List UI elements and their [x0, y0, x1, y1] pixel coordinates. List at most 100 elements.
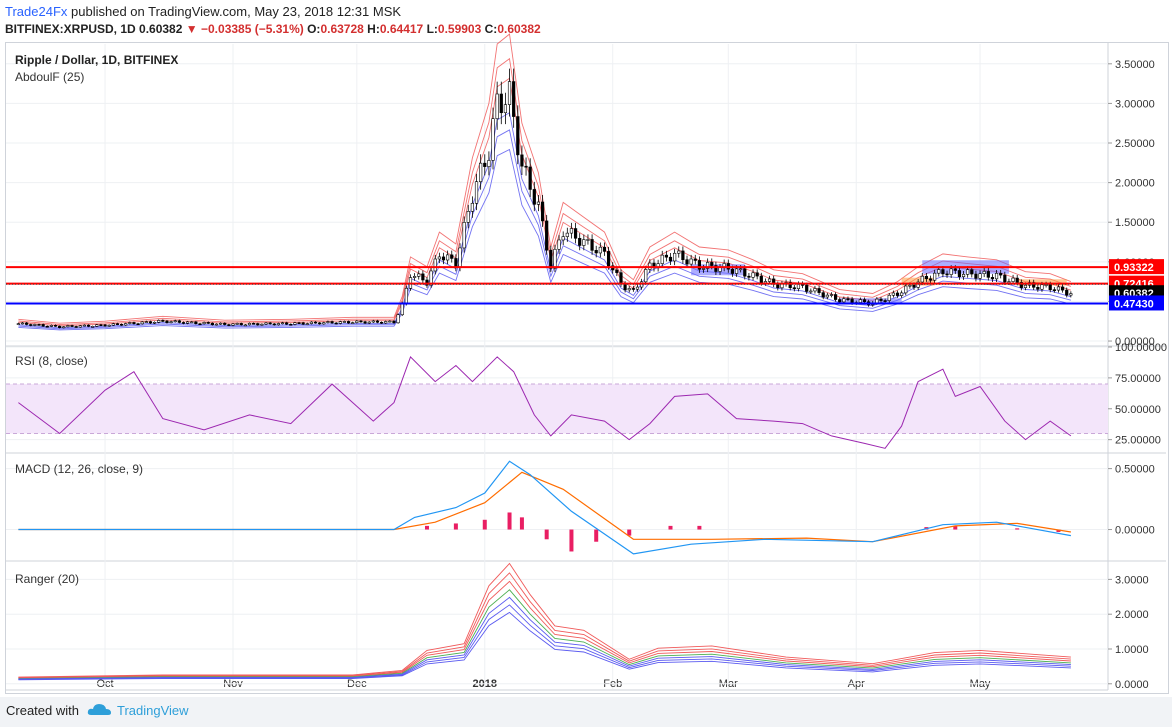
- publish-info: published on TradingView.com, May 23, 20…: [71, 4, 402, 19]
- candle-body: [730, 268, 735, 274]
- candle-body: [355, 320, 359, 323]
- candle-body: [379, 322, 384, 324]
- candle-body: [549, 249, 553, 269]
- candle-body: [157, 320, 161, 323]
- candle-body: [805, 285, 809, 292]
- candle-body: [623, 283, 627, 291]
- chart-frame[interactable]: [5, 42, 1169, 694]
- candle-body: [924, 275, 928, 280]
- candle-body: [1015, 277, 1019, 283]
- candle-body: [809, 290, 813, 293]
- candle-body: [33, 324, 37, 326]
- candle-body: [594, 250, 598, 254]
- candle-body: [887, 294, 891, 301]
- author-link[interactable]: Trade24Fx: [5, 4, 68, 19]
- candle-body: [20, 322, 25, 325]
- candle-body: [247, 322, 252, 326]
- tradingview-link[interactable]: TradingView: [117, 703, 189, 718]
- band-line: [18, 77, 1072, 327]
- candle-body: [289, 323, 293, 326]
- candle-body: [326, 321, 330, 323]
- candle-body: [305, 323, 309, 325]
- candle-body: [718, 267, 722, 272]
- candle-body: [970, 269, 974, 275]
- candle-body: [441, 256, 446, 261]
- candle-body: [1052, 289, 1056, 291]
- candle-body: [540, 201, 545, 222]
- macd-line: [18, 460, 1072, 555]
- candle-body: [743, 268, 747, 277]
- candle-body: [928, 278, 933, 281]
- candle-body: [140, 321, 144, 325]
- candle-body: [734, 268, 739, 274]
- candle-body: [425, 279, 429, 286]
- rsi-band: [6, 384, 1108, 434]
- candle-body: [338, 321, 342, 324]
- candle-body: [41, 324, 45, 327]
- low-label: L:: [426, 22, 438, 36]
- candle-body: [78, 325, 82, 328]
- candle-body: [128, 322, 132, 324]
- candle-body: [990, 277, 995, 280]
- candle-body: [318, 322, 322, 325]
- candle-body: [210, 322, 214, 326]
- candle-body: [627, 288, 631, 291]
- candle-body: [565, 232, 569, 237]
- y-tick-label: 3.00000: [1115, 98, 1155, 110]
- candle-body: [91, 326, 95, 328]
- y-tick-label: 3.50000: [1115, 59, 1155, 71]
- macd-histogram-bar: [953, 525, 958, 530]
- candle-body: [186, 321, 190, 324]
- rsi-line: [18, 355, 1072, 449]
- candle-body: [499, 93, 503, 114]
- candle-body: [1069, 293, 1073, 296]
- candle-body: [561, 236, 565, 241]
- candle-body: [363, 321, 367, 324]
- ranger-pane-title: Ranger (20): [15, 572, 80, 586]
- candle-body: [342, 321, 347, 323]
- candle-body: [111, 323, 115, 326]
- candle-body: [16, 323, 20, 325]
- candle-body: [474, 181, 479, 204]
- candle-body: [70, 325, 74, 327]
- candle-body: [148, 321, 153, 324]
- macd-histogram-bar: [519, 517, 524, 530]
- candle-body: [941, 269, 945, 275]
- y-tick-label: 2.50000: [1115, 138, 1155, 150]
- macd-histogram-bar: [569, 529, 574, 552]
- candle-body: [813, 288, 817, 292]
- candle-body: [413, 276, 417, 278]
- candle-body: [557, 239, 561, 250]
- candle-body: [86, 324, 91, 327]
- candle-body: [107, 324, 111, 327]
- candle-body: [272, 323, 276, 326]
- candle-body: [937, 269, 941, 274]
- candle-body: [181, 322, 186, 324]
- macd-histogram-bar: [1056, 529, 1061, 532]
- candle-body: [103, 324, 107, 327]
- candle-body: [285, 322, 289, 325]
- candle-body: [507, 81, 512, 105]
- candle-body: [276, 323, 281, 326]
- candle-body: [945, 273, 949, 276]
- candle-body: [982, 271, 986, 275]
- candle-body: [483, 162, 487, 167]
- candle-body: [516, 116, 520, 156]
- candle-body: [202, 322, 206, 325]
- down-arrow-icon: ▼: [185, 22, 198, 36]
- candle-body: [169, 321, 173, 323]
- candle-body: [631, 288, 635, 290]
- candle-body: [706, 262, 710, 269]
- candle-body: [673, 252, 677, 262]
- candles: [16, 68, 1073, 329]
- candle-body: [144, 321, 148, 323]
- candle-body: [421, 273, 425, 281]
- candle-body: [635, 286, 640, 290]
- candle-body: [590, 239, 594, 251]
- candle-body: [1011, 277, 1015, 282]
- candle-body: [235, 323, 239, 325]
- candle-body: [606, 251, 611, 267]
- candle-body: [437, 256, 441, 260]
- y-tick-label: 0.50000: [1115, 464, 1155, 476]
